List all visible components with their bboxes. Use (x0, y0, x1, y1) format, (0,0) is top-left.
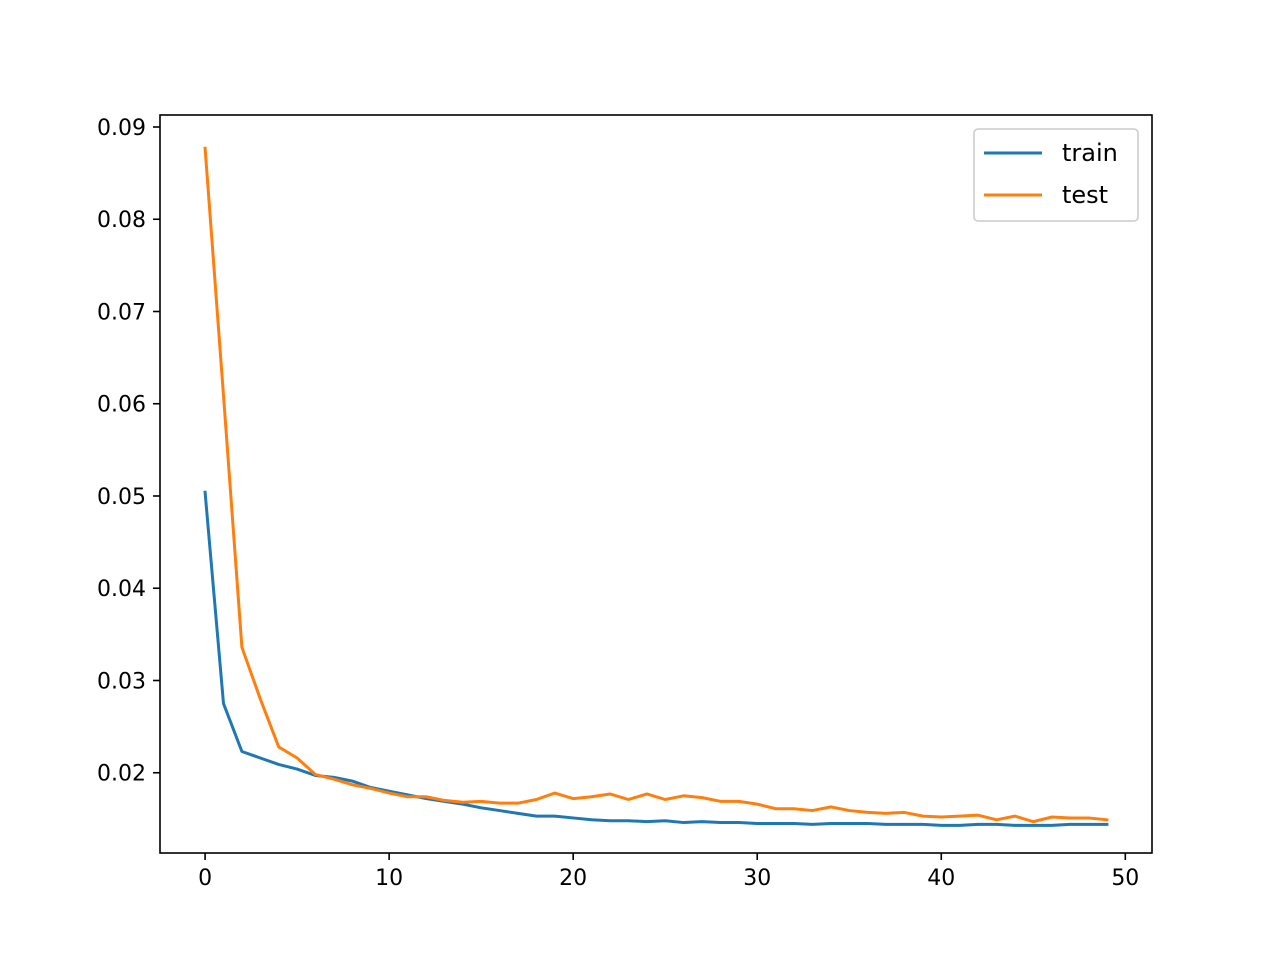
legend-label-train: train (1062, 139, 1118, 167)
series-layer (203, 146, 1109, 827)
y-tick-label: 0.06 (97, 393, 146, 418)
legend: train test (973, 128, 1139, 222)
x-tick-label: 50 (1111, 866, 1139, 891)
x-tick-label: 40 (927, 866, 955, 891)
x-tick-label: 10 (375, 866, 403, 891)
legend-label-test: test (1062, 181, 1108, 209)
series-line-train (203, 490, 1109, 827)
y-tick-label: 0.05 (97, 485, 146, 510)
axes-layer: 0 10 20 30 40 50 0.02 0.03 0.04 0.05 0.06 0.07 0.08 0… (97, 114, 1153, 891)
x-tick-label: 30 (743, 866, 771, 891)
y-tick-label: 0.04 (97, 577, 146, 602)
y-tick-label: 0.03 (97, 669, 146, 694)
x-tick-label: 0 (198, 866, 212, 891)
y-tick-label: 0.08 (97, 208, 146, 233)
series-line-test (203, 146, 1109, 824)
y-tick-label: 0.02 (97, 762, 146, 787)
y-tick-label: 0.09 (97, 116, 146, 141)
x-tick-label: 20 (559, 866, 587, 891)
y-tick-label: 0.07 (97, 300, 146, 325)
plot-frame (159, 114, 1153, 854)
